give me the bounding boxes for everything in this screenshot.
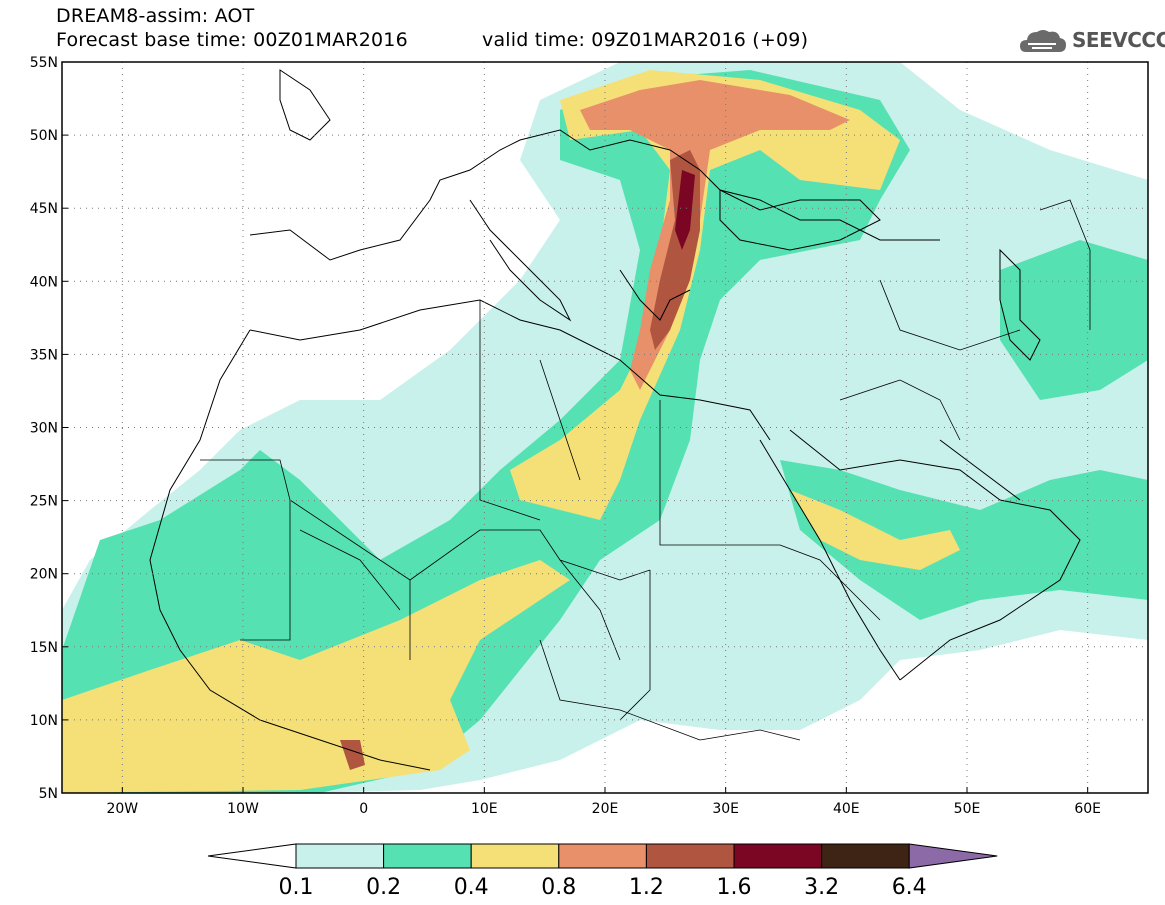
coastlines (149, 69, 1081, 771)
colorbar-swatch (470, 843, 560, 869)
colorbar: 0.1 0.2 0.4 0.8 1.2 1.6 3.2 6.4 (207, 843, 998, 900)
coastline-caspian (999, 248, 1041, 361)
colorbar-label: 3.2 (804, 875, 839, 900)
valid-time: valid time: 09Z01MAR2016 (+09) (482, 29, 809, 51)
lon-label: 0 (359, 801, 368, 817)
coastline-red-sea (759, 439, 901, 681)
colorbar-label: 1.6 (717, 875, 752, 900)
base-time: Forecast base time: 00Z01MAR2016 (56, 29, 408, 51)
colorbar-labels: 0.1 0.2 0.4 0.8 1.2 1.6 3.2 6.4 (279, 875, 927, 900)
coastline-africa-north (249, 299, 771, 441)
lat-label: 45N (30, 201, 58, 217)
cloud-logo-icon (1020, 30, 1066, 52)
colorbar-overflow (908, 843, 998, 869)
colorbar-swatch (733, 843, 823, 869)
aot-contour-0.8 (580, 80, 850, 390)
aot-contour-0.2-east (780, 460, 1148, 620)
coastline-europe (249, 129, 940, 261)
lon-label: 20E (592, 801, 619, 817)
lon-label: 20W (106, 801, 138, 817)
colorbar-swatch (821, 843, 910, 869)
colorbar-swatch (558, 843, 647, 869)
aot-contour-0.4-plume (510, 70, 900, 520)
longitude-labels: 20W 10W 0 10E 20E 30E 40E 50E 60E (106, 787, 1101, 817)
lat-label: 30N (30, 421, 58, 437)
colorbar-swatch (295, 843, 385, 869)
lat-label: 15N (30, 640, 58, 656)
lat-label: 35N (30, 347, 58, 363)
lat-label: 20N (30, 567, 58, 583)
lat-label: 25N (30, 494, 58, 510)
lat-label: 55N (30, 55, 58, 71)
colorbar-label: 1.2 (629, 875, 664, 900)
colorbar-label: 0.1 (279, 875, 314, 900)
borders (200, 199, 1091, 741)
colorbar-underflow (207, 843, 297, 869)
lon-label: 10E (471, 801, 498, 817)
aot-contour-1.6 (675, 170, 695, 250)
aot-map: 55N 50N 45N 40N 35N 30N 25N 20N 15N 10N 5N 20W 10W 0… (30, 55, 1149, 817)
lat-label: 40N (30, 274, 58, 290)
latitude-labels: 55N 50N 45N 40N 35N 30N 25N 20N 15N 10N 5N (30, 55, 68, 802)
colorbar-swatch (383, 843, 472, 869)
coastline-italy (469, 199, 572, 322)
coastline-west-africa (149, 329, 431, 771)
lon-label: 10W (227, 801, 259, 817)
seevccc-logo: SEEVCCC (1018, 24, 1165, 56)
colorbar-boxes (207, 843, 998, 869)
gridlines (62, 62, 1148, 793)
lon-label: 40E (833, 801, 860, 817)
aot-contour-0.4-arabia (790, 490, 960, 570)
colorbar-swatch (645, 843, 735, 869)
colorbar-label: 6.4 (892, 875, 927, 900)
logo-text: SEEVCCC (1072, 28, 1165, 52)
lon-label: 30E (712, 801, 739, 817)
coastline-british-isles (279, 69, 331, 141)
lon-label: 50E (954, 801, 981, 817)
lat-label: 10N (30, 713, 58, 729)
colorbar-label: 0.2 (366, 875, 401, 900)
chart-title: DREAM8-assim: AOT (56, 5, 255, 27)
aot-contour-1.2-west-africa (340, 740, 365, 770)
coastline-greece (619, 269, 691, 321)
forecast-times: Forecast base time: 00Z01MAR2016 valid ti… (56, 29, 808, 51)
coastline-persian-gulf (939, 439, 1021, 501)
colorbar-label: 0.4 (454, 875, 489, 900)
lon-label: 60E (1074, 801, 1101, 817)
aot-contour-0.2-ne (1000, 240, 1148, 400)
colorbar-label: 0.8 (541, 875, 576, 900)
aot-contour-0.4 (62, 560, 570, 793)
lat-label: 50N (30, 128, 58, 144)
aot-field (62, 62, 1148, 793)
lat-label: 5N (39, 786, 58, 802)
coastline-arabia (789, 429, 1081, 681)
coastline-black-sea (719, 189, 881, 251)
